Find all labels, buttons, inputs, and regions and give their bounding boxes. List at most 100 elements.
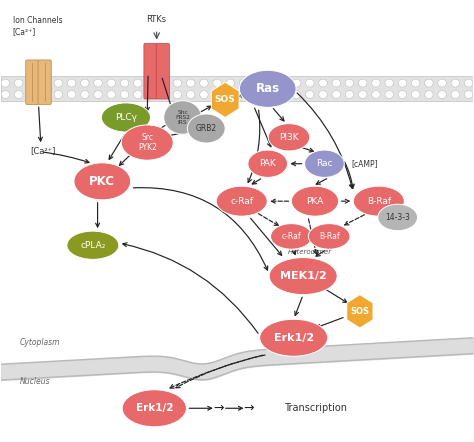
FancyBboxPatch shape: [156, 43, 169, 99]
Circle shape: [239, 91, 248, 99]
Circle shape: [27, 79, 36, 87]
Circle shape: [54, 91, 63, 99]
Circle shape: [54, 79, 63, 87]
FancyArrowPatch shape: [226, 406, 242, 410]
FancyArrowPatch shape: [309, 219, 318, 255]
Circle shape: [319, 91, 327, 99]
Text: PLCγ: PLCγ: [115, 113, 137, 122]
Circle shape: [398, 79, 407, 87]
Text: Cytoplasm: Cytoplasm: [19, 338, 60, 347]
FancyBboxPatch shape: [26, 60, 39, 104]
Circle shape: [81, 91, 89, 99]
Circle shape: [372, 91, 380, 99]
Text: SOS: SOS: [215, 95, 236, 104]
Text: cPLA₂: cPLA₂: [80, 241, 106, 250]
Circle shape: [332, 79, 340, 87]
FancyArrowPatch shape: [109, 134, 125, 160]
Ellipse shape: [268, 124, 310, 151]
Ellipse shape: [292, 186, 338, 216]
Ellipse shape: [309, 224, 350, 249]
Circle shape: [160, 91, 168, 99]
Circle shape: [345, 79, 354, 87]
Circle shape: [213, 79, 221, 87]
Circle shape: [186, 79, 195, 87]
FancyArrowPatch shape: [155, 123, 168, 132]
FancyArrowPatch shape: [255, 108, 271, 147]
Text: Src
PYK2: Src PYK2: [138, 133, 156, 152]
FancyArrowPatch shape: [292, 162, 302, 166]
FancyArrowPatch shape: [341, 199, 349, 203]
Circle shape: [266, 79, 274, 87]
Circle shape: [147, 91, 155, 99]
FancyArrowPatch shape: [123, 243, 258, 333]
Circle shape: [425, 91, 433, 99]
Text: Erk1/2: Erk1/2: [273, 333, 314, 343]
FancyArrowPatch shape: [176, 355, 265, 388]
Ellipse shape: [164, 101, 201, 134]
FancyArrowPatch shape: [251, 218, 282, 255]
Circle shape: [239, 79, 248, 87]
Circle shape: [81, 79, 89, 87]
Text: [cAMP]: [cAMP]: [352, 159, 378, 168]
Circle shape: [226, 91, 235, 99]
Ellipse shape: [269, 258, 337, 294]
Circle shape: [1, 91, 9, 99]
Circle shape: [253, 79, 261, 87]
Circle shape: [213, 91, 221, 99]
Circle shape: [292, 91, 301, 99]
Circle shape: [279, 91, 288, 99]
Circle shape: [292, 79, 301, 87]
Ellipse shape: [239, 70, 296, 107]
Circle shape: [107, 91, 116, 99]
Circle shape: [358, 79, 367, 87]
Circle shape: [160, 79, 168, 87]
Text: Transcription: Transcription: [284, 403, 347, 413]
Circle shape: [266, 91, 274, 99]
Circle shape: [451, 91, 460, 99]
Circle shape: [200, 79, 208, 87]
FancyArrowPatch shape: [316, 179, 327, 184]
Text: PKA: PKA: [306, 197, 324, 206]
Text: c-Raf: c-Raf: [230, 197, 253, 206]
Ellipse shape: [101, 103, 151, 132]
Circle shape: [425, 79, 433, 87]
FancyArrowPatch shape: [391, 203, 396, 207]
Circle shape: [332, 91, 340, 99]
Text: GRB2: GRB2: [196, 124, 217, 133]
Circle shape: [279, 79, 288, 87]
Circle shape: [147, 79, 155, 87]
Circle shape: [200, 91, 208, 99]
Circle shape: [319, 79, 327, 87]
FancyArrowPatch shape: [258, 213, 278, 225]
Ellipse shape: [67, 231, 119, 259]
Text: [Ca²⁺]: [Ca²⁺]: [12, 27, 36, 36]
Ellipse shape: [260, 319, 328, 356]
Ellipse shape: [248, 150, 288, 177]
Text: PAK: PAK: [259, 159, 276, 168]
Text: Ion Channels: Ion Channels: [12, 16, 62, 25]
Ellipse shape: [122, 390, 186, 427]
FancyArrowPatch shape: [248, 110, 260, 183]
Circle shape: [345, 91, 354, 99]
Text: RTKs: RTKs: [146, 15, 167, 23]
Circle shape: [94, 91, 102, 99]
Circle shape: [253, 91, 261, 99]
Text: c-Raf: c-Raf: [282, 232, 301, 241]
Text: Erk1/2: Erk1/2: [136, 403, 173, 413]
FancyArrowPatch shape: [345, 215, 365, 225]
Text: Heterodimer: Heterodimer: [288, 249, 332, 255]
Text: Nucleus: Nucleus: [19, 377, 50, 386]
Circle shape: [372, 79, 380, 87]
Circle shape: [41, 91, 49, 99]
FancyArrowPatch shape: [146, 76, 149, 111]
Text: Shc
FRS2
IRS: Shc FRS2 IRS: [175, 110, 190, 126]
FancyArrowPatch shape: [297, 93, 353, 188]
Text: MEK1/2: MEK1/2: [280, 271, 327, 281]
Ellipse shape: [187, 114, 225, 143]
FancyArrowPatch shape: [300, 147, 313, 152]
Ellipse shape: [271, 224, 312, 249]
Ellipse shape: [305, 150, 344, 177]
Circle shape: [438, 91, 447, 99]
FancyArrowPatch shape: [295, 297, 302, 316]
Circle shape: [438, 79, 447, 87]
